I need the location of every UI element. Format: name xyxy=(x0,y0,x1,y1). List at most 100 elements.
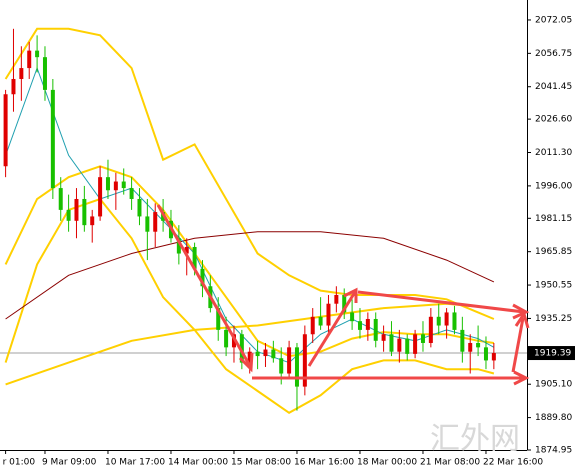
candle-body xyxy=(90,216,95,226)
rebound-arrow xyxy=(307,291,357,367)
current-price-label: 1919.39 xyxy=(534,349,571,359)
candle-body xyxy=(491,353,496,361)
candle-body xyxy=(413,334,418,354)
candle-body xyxy=(105,177,110,191)
candle-body xyxy=(3,94,8,167)
candle-body xyxy=(66,209,71,221)
arrow-head xyxy=(512,303,530,320)
candle-body xyxy=(27,50,32,69)
candle-body xyxy=(74,198,79,221)
y-tick-label: 1905.10 xyxy=(535,380,572,390)
candle-body xyxy=(389,334,394,352)
indicator-line xyxy=(4,197,495,414)
x-tick-label: 15 Mar 08:00 xyxy=(231,458,291,468)
candle-body xyxy=(98,177,103,217)
y-tick-label: 2072.05 xyxy=(535,15,572,25)
y-tick-label: 1965.85 xyxy=(535,247,572,257)
candle-body xyxy=(129,188,134,199)
candle-body xyxy=(294,347,299,387)
x-tick-label: 14 Mar 00:00 xyxy=(168,458,228,468)
annotations xyxy=(156,204,530,386)
candle-body xyxy=(287,347,292,374)
candle-body xyxy=(310,316,315,335)
y-tick-label: 1935.25 xyxy=(535,314,572,324)
candle-body xyxy=(460,329,465,352)
candle-body xyxy=(113,181,118,191)
x-tick-label: r 01:00 xyxy=(3,458,36,468)
candle-body xyxy=(145,216,150,232)
resistance-arrow xyxy=(357,290,525,314)
candle-body xyxy=(239,334,244,363)
candle-body xyxy=(381,334,386,341)
trend-arrow xyxy=(156,204,252,367)
candle-body xyxy=(184,246,189,254)
candle-body xyxy=(58,188,63,210)
candle-body xyxy=(334,294,339,304)
candle-body xyxy=(50,89,55,189)
candle-body xyxy=(342,294,347,313)
y-tick-label: 2026.60 xyxy=(535,115,572,125)
y-tick-label: 2056.75 xyxy=(535,49,572,59)
y-tick-label: 2041.45 xyxy=(535,82,572,92)
candle-body xyxy=(444,312,449,326)
candle-body xyxy=(42,57,47,90)
candle-body xyxy=(216,308,221,330)
candle-body xyxy=(350,312,355,322)
candle-body xyxy=(405,338,410,354)
candle-body xyxy=(224,329,229,348)
x-tick-label: 22 Mar 16:00 xyxy=(483,458,543,468)
candle-body xyxy=(137,198,142,217)
x-tick-label: 21 Mar 08:00 xyxy=(420,458,480,468)
candle-body xyxy=(35,50,40,58)
arrow-head xyxy=(343,287,358,303)
candle-body xyxy=(428,316,433,343)
candle-body xyxy=(19,68,24,79)
candle-body xyxy=(11,78,16,95)
candle-body xyxy=(200,268,205,287)
y-tick-label: 2011.30 xyxy=(535,148,572,158)
candle-body xyxy=(420,334,425,343)
candle-body xyxy=(271,349,276,359)
indicator-line xyxy=(5,231,495,320)
candle-body xyxy=(302,334,307,387)
candle-body xyxy=(176,238,181,254)
y-tick-label: 1950.55 xyxy=(535,281,572,291)
breakout-arrow xyxy=(511,317,525,373)
candle-body xyxy=(82,198,87,226)
candle-body xyxy=(263,349,268,357)
candle-body xyxy=(153,212,158,232)
candle-body xyxy=(476,342,481,348)
x-tick-label: 10 Mar 17:00 xyxy=(105,458,165,468)
current-price-box xyxy=(528,346,575,361)
candle-body xyxy=(326,303,331,326)
candle-body xyxy=(436,316,441,326)
candle-body xyxy=(357,321,362,330)
y-tick-label: 1874.95 xyxy=(535,446,572,456)
candle-body xyxy=(468,342,473,352)
candle-body xyxy=(483,347,488,361)
x-tick-label: 16 Mar 16:00 xyxy=(294,458,354,468)
candle-body xyxy=(365,318,370,330)
y-tick-label: 1996.00 xyxy=(535,181,572,191)
candle-body xyxy=(452,312,457,330)
candle-body xyxy=(192,246,197,269)
candle-body xyxy=(397,338,402,352)
x-tick-label: 9 Mar 09:00 xyxy=(42,458,97,468)
candle-body xyxy=(373,318,378,341)
arrow-head xyxy=(514,310,530,329)
candle-body xyxy=(279,358,284,374)
watermark: 汇外网 xyxy=(430,422,520,457)
indicator-line xyxy=(4,27,495,320)
candle-body xyxy=(121,181,126,189)
x-tick-label: 18 Mar 00:00 xyxy=(357,458,417,468)
arrow-head xyxy=(513,370,530,386)
candle-body xyxy=(247,351,252,363)
indicator-line xyxy=(5,302,494,386)
arrow-head xyxy=(238,352,254,373)
candle-body xyxy=(318,316,323,326)
y-tick-label: 1889.80 xyxy=(535,413,572,423)
y-tick-label: 1981.15 xyxy=(535,214,572,224)
candle-body xyxy=(255,351,260,357)
